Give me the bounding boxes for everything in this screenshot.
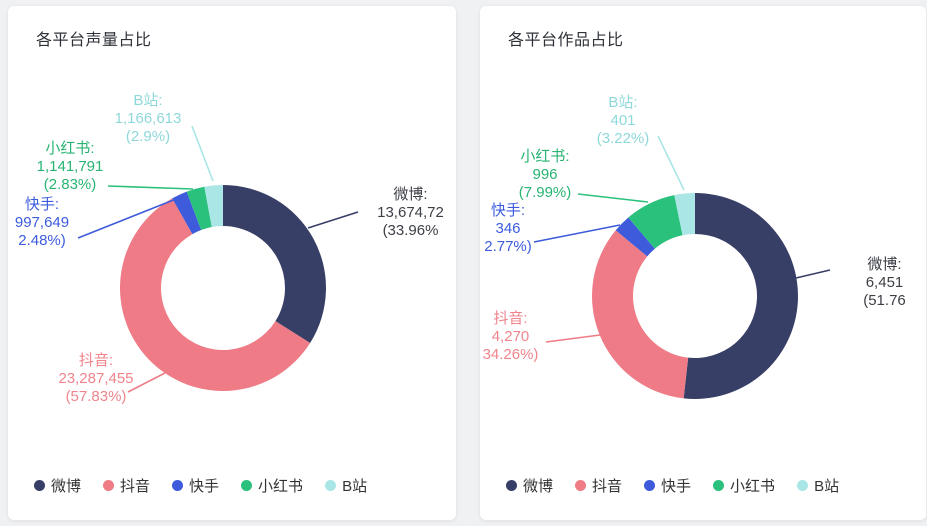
slice-label-douyin: 抖音: 23,287,455 (57.83%)	[36, 352, 156, 406]
slice-label-kuaishou: 快手: 346 2.77%)	[480, 202, 554, 256]
legend-item-xiaohongshu[interactable]: 小红书	[713, 475, 775, 496]
slice-label-line: 1,141,791	[36, 158, 104, 175]
legend-voice: 微博 抖音 快手 小红书 B站	[34, 474, 367, 496]
legend-label: 小红书	[730, 477, 776, 495]
slice-label-line: B站:	[133, 92, 163, 109]
slice-label-line: 4,270	[491, 328, 530, 345]
legend-label: 小红书	[258, 477, 304, 495]
slice-label-xiaohongshu: 小红书: 996 (7.99%)	[495, 148, 595, 202]
legend-dot	[644, 479, 656, 491]
slice-label-kuaishou: 快手: 997,649 2.48%)	[8, 196, 88, 250]
slice-label-weibo: 微博: 6,451 (51.76	[832, 256, 926, 310]
slice-label-line: 13,674,72	[377, 204, 444, 221]
legend-item-kuaishou[interactable]: 快手	[644, 475, 691, 496]
slice-label-line: 34.26%)	[482, 346, 539, 363]
slice-label-line: 微博:	[393, 186, 428, 203]
donut-slice-B站[interactable]	[674, 193, 695, 236]
legend-label: 快手	[189, 477, 220, 495]
slice-label-douyin: 抖音: 4,270 34.26%)	[480, 310, 553, 364]
works-share-card: 各平台作品占比 B站: 401 (3.22%) 小红书: 996 (7.99%)…	[480, 6, 926, 520]
legend-item-weibo[interactable]: 微博	[506, 475, 553, 496]
legend-label: B站	[342, 477, 368, 495]
slice-label-line: (57.83%)	[65, 388, 127, 405]
donut-slice-抖音[interactable]	[592, 230, 689, 399]
slice-label-line: 996	[532, 166, 558, 183]
slice-label-line: 小红书:	[45, 140, 95, 157]
slice-label-line: 抖音:	[78, 352, 114, 369]
legend-label: 抖音	[120, 477, 151, 495]
legend-item-kuaishou[interactable]: 快手	[172, 475, 219, 496]
legend-dot	[172, 479, 184, 491]
slice-label-line: (7.99%)	[518, 184, 572, 201]
legend-item-xiaohongshu[interactable]: 小红书	[241, 475, 303, 496]
voice-donut-chart[interactable]	[113, 178, 333, 398]
donut-slice-抖音[interactable]	[119, 198, 311, 391]
slice-label-line: 997,649	[14, 214, 70, 231]
works-donut-chart[interactable]	[585, 186, 805, 406]
donut-slice-微博[interactable]	[683, 193, 799, 399]
donut-slice-小红书[interactable]	[628, 195, 683, 249]
legend-label: 抖音	[592, 477, 623, 495]
donut-slice-小红书[interactable]	[186, 186, 212, 230]
slice-label-bilibili: B站: 401 (3.22%)	[568, 94, 678, 148]
legend-label: 微博	[51, 477, 82, 495]
legend-dot	[506, 479, 517, 491]
legend-dot	[34, 479, 45, 491]
slice-label-line: 23,287,455	[58, 370, 134, 387]
slice-label-line: 6,451	[865, 274, 904, 291]
slice-label-weibo: 微博: 13,674,72 (33.96%	[358, 186, 456, 240]
legend-dot	[325, 479, 337, 491]
legend-item-bilibili[interactable]: B站	[325, 475, 367, 496]
legend-label: 微博	[523, 477, 554, 495]
slice-label-line: (33.96%	[382, 222, 439, 239]
slice-label-line: 1,166,613	[114, 110, 182, 127]
legend-label: B站	[814, 477, 840, 495]
legend-item-douyin[interactable]: 抖音	[575, 475, 622, 496]
chart-title-works: 各平台作品占比	[508, 32, 624, 49]
slice-label-line: (2.9%)	[125, 128, 171, 145]
slice-label-line: (3.22%)	[596, 130, 650, 147]
slice-label-bilibili: B站: 1,166,613 (2.9%)	[93, 92, 203, 146]
legend-dot	[241, 479, 253, 491]
slice-label-line: (2.83%)	[43, 176, 97, 193]
slice-label-line: 小红书:	[520, 148, 570, 165]
donut-slice-B站[interactable]	[204, 185, 223, 228]
legend-item-bilibili[interactable]: B站	[797, 475, 839, 496]
slice-label-line: 346	[495, 220, 521, 237]
legend-dot	[797, 479, 809, 491]
slice-label-line: 2.48%)	[18, 232, 66, 249]
legend-dot	[103, 479, 115, 491]
legend-dot	[713, 479, 725, 491]
slice-label-line: B站:	[608, 94, 638, 111]
legend-dot	[575, 479, 587, 491]
slice-label-line: 抖音:	[493, 310, 528, 327]
slice-label-line: 微博:	[867, 256, 902, 273]
slice-label-line: 401	[610, 112, 636, 129]
slice-label-line: 快手:	[24, 196, 60, 213]
chart-title-voice: 各平台声量占比	[36, 32, 152, 49]
donut-slice-微博[interactable]	[223, 185, 326, 343]
slice-label-line: 快手:	[490, 202, 526, 219]
donut-slice-快手[interactable]	[615, 217, 655, 257]
legend-works: 微博 抖音 快手 小红书 B站	[506, 474, 839, 496]
legend-item-weibo[interactable]: 微博	[34, 475, 81, 496]
slice-label-line: 2.77%)	[484, 238, 532, 255]
voice-share-card: 各平台声量占比 B站: 1,166,613 (2.9%) 小红书: 1,141,…	[8, 6, 456, 520]
legend-item-douyin[interactable]: 抖音	[103, 475, 150, 496]
slice-label-xiaohongshu: 小红书: 1,141,791 (2.83%)	[20, 140, 120, 194]
slice-label-line: (51.76	[863, 292, 906, 309]
legend-label: 快手	[661, 477, 692, 495]
